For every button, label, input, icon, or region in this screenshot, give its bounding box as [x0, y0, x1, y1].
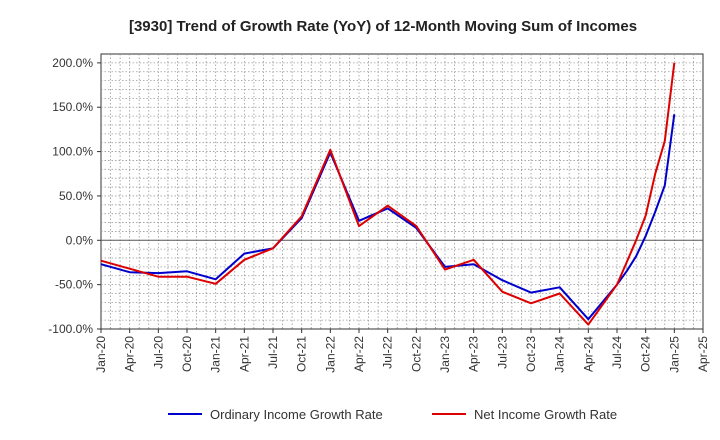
x-tick-label: Jan-21 — [209, 336, 223, 373]
series-line — [100, 62, 676, 326]
y-tick-label: 50.0% — [59, 189, 93, 203]
x-tick-label: Jul-20 — [151, 336, 165, 369]
x-tick-label: Jan-23 — [438, 336, 452, 373]
x-tick-label: Jan-22 — [323, 336, 337, 373]
x-tick-label: Oct-22 — [409, 336, 423, 372]
series-line — [100, 114, 676, 321]
plot-area — [100, 53, 704, 330]
x-tick-label: Jul-22 — [381, 336, 395, 369]
x-tick-label: Apr-20 — [123, 336, 137, 372]
y-tick-label: -100.0% — [48, 322, 93, 336]
y-tick-label: -50.0% — [55, 278, 93, 292]
x-tick-label: Apr-21 — [237, 336, 251, 372]
y-tick-label: 200.0% — [52, 56, 93, 70]
x-tick-label: Jan-20 — [94, 336, 108, 373]
x-tick-label: Jul-24 — [610, 336, 624, 369]
grid — [101, 54, 703, 329]
x-tick-label: Apr-22 — [352, 336, 366, 372]
y-tick-label: 100.0% — [52, 145, 93, 159]
legend: Ordinary Income Growth Rate Net Income Gr… — [168, 407, 617, 422]
y-tick-label: 0.0% — [66, 233, 94, 247]
x-tick-label: Jul-21 — [266, 336, 280, 369]
x-tick-label: Jan-24 — [553, 336, 567, 373]
x-tick-label: Apr-25 — [696, 336, 710, 372]
x-tick-label: Oct-24 — [639, 336, 653, 372]
x-tick-label: Jan-25 — [667, 336, 681, 373]
x-tick-label: Oct-20 — [180, 336, 194, 372]
x-tick-label: Oct-23 — [524, 336, 538, 372]
axes: -100.0% -50.0% 0.0% 50.0% 100.0% 150.0% 200.0%… — [48, 56, 710, 373]
series-lines — [100, 62, 676, 326]
x-tick-label: Jul-23 — [495, 336, 509, 369]
chart-title: [3930] Trend of Growth Rate (YoY) of 12-… — [129, 18, 637, 35]
y-tick-label: 150.0% — [52, 100, 93, 114]
x-tick-label: Oct-21 — [295, 336, 309, 372]
x-tick-label: Apr-24 — [581, 336, 595, 372]
legend-label: Ordinary Income Growth Rate — [210, 407, 383, 422]
legend-label: Net Income Growth Rate — [474, 407, 617, 422]
x-tick-label: Apr-23 — [467, 336, 481, 372]
